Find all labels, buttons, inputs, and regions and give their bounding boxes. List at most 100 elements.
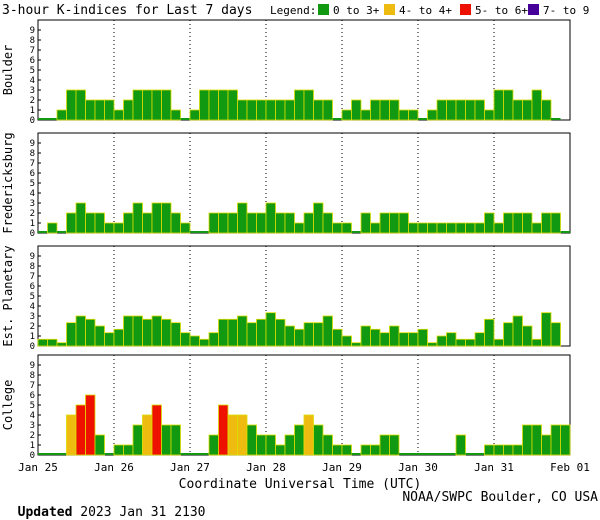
panel-label: Fredericksburg [1,132,15,233]
k-index-bar [66,89,77,121]
y-tick-label: 6 [30,282,35,292]
k-index-bar [341,109,352,121]
k-index-bar [237,202,248,234]
k-index-bar [474,222,485,234]
x-tick-label: Jan 28 [246,461,286,474]
updated-value: 2023 Jan 31 2130 [80,505,206,520]
k-index-bar [389,325,400,347]
k-index-bar [113,109,124,121]
k-index-bar [398,109,409,121]
k-index-bar [303,414,314,456]
k-index-bar [208,434,219,456]
y-tick-label: 3 [30,312,35,322]
k-index-bar [465,99,476,121]
k-index-bar [427,342,438,347]
k-index-bar [427,109,438,121]
legend-item-label: 0 to 3+ [333,4,380,17]
k-index-bar [379,212,390,234]
k-index-bar [446,222,457,234]
y-tick-label: 5 [30,292,35,302]
k-index-bar [66,322,77,347]
k-index-bar [322,434,333,456]
k-index-bar [275,212,286,234]
y-tick-label: 8 [30,36,35,46]
k-index-bar [455,434,466,456]
k-index-bar [104,99,115,121]
k-index-bar [85,318,96,347]
k-index-bar [151,315,162,347]
k-index-bar [132,202,143,234]
k-index-bar [208,89,219,121]
k-index-bar [465,338,476,347]
k-index-bar [151,202,162,234]
k-index-bar [541,312,552,347]
k-index-bar [303,322,314,347]
x-axis-label: Coordinate Universal Time (UTC) [179,477,422,492]
k-index-bar [123,444,134,456]
k-index-bar [408,222,419,234]
y-tick-label: 8 [30,371,35,381]
k-index-bar [531,338,542,347]
k-index-bar [75,202,86,234]
k-index-bar [227,414,238,456]
k-index-bar [531,424,542,456]
k-index-bar [170,424,181,456]
k-index-bar [56,342,67,347]
k-index-bar [370,99,381,121]
k-index-bar [123,212,134,234]
k-index-bar [246,424,257,456]
k-index-bar [161,318,172,347]
k-index-bar [294,89,305,121]
k-index-bar [180,332,191,347]
k-index-bar [313,424,324,456]
k-index-bar [237,414,248,456]
k-index-bar [455,222,466,234]
k-index-bar [208,212,219,234]
k-index-bar [189,335,200,347]
k-index-bar [541,434,552,456]
y-tick-label: 7 [30,159,35,169]
y-tick-label: 9 [30,361,35,371]
x-axis: Jan 25 Jan 26 Jan 27 Jan 28 Jan 29 Jan 30 Jan … [18,461,590,474]
panels: 0123456789Boulder0123456789Fredericksbur… [1,19,571,461]
k-index-bar [265,312,276,347]
k-index-bar [256,99,267,121]
k-index-bar [85,212,96,234]
y-tick-label: 6 [30,56,35,66]
k-index-bar [370,328,381,347]
k-index-bar [170,109,181,121]
k-index-bar [408,109,419,121]
k-index-bar [199,338,210,347]
k-index-bar [351,99,362,121]
k-index-bar [503,444,514,456]
k-index-bar [360,444,371,456]
k-index-bar [360,109,371,121]
y-tick-label: 5 [30,179,35,189]
k-index-bar [246,212,257,234]
k-index-bar [161,89,172,121]
k-index-bar [351,342,362,347]
k-index-bar [322,99,333,121]
x-tick-label: Jan 25 [18,461,58,474]
y-tick-label: 7 [30,46,35,56]
legend-swatch [318,4,329,15]
k-index-bar [246,99,257,121]
y-tick-label: 7 [30,272,35,282]
k-index-bar [522,99,533,121]
k-index-bar [265,434,276,456]
k-index-bar [379,434,390,456]
y-tick-label: 0 [30,451,35,461]
k-index-bar [389,212,400,234]
k-index-bar [332,222,343,234]
k-index-bar [142,89,153,121]
k-index-bar [550,424,561,456]
k-index-bar [531,89,542,121]
k-index-bar [303,212,314,234]
k-index-bar [512,212,523,234]
y-tick-label: 5 [30,66,35,76]
y-tick-label: 8 [30,262,35,272]
k-index-bar [132,424,143,456]
k-index-bar [170,212,181,234]
k-index-bar [360,325,371,347]
